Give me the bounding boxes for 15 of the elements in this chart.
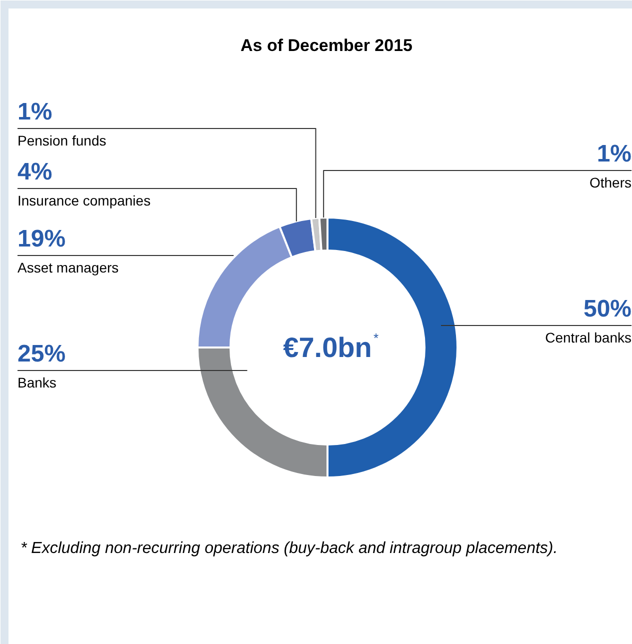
slice-label: Banks [18,374,56,390]
data-label: 1% [596,140,632,168]
data-label: 25% [18,340,66,368]
text: €7.0bn* [283,330,379,363]
data-label: 19% [18,226,66,252]
slice-label: Insurance companies [18,192,151,208]
slice-label: Central banks [545,330,632,346]
data-label: 1% [18,98,52,126]
data-label: 4% [18,158,52,186]
chart-title: As of December 2015 [240,36,412,55]
text: * Excluding non-recurring operations (buy-back and intragroup placements). [20,540,558,557]
slice-label: Pension funds [18,132,106,148]
slice-label: Others [589,174,632,190]
data-label: 50% [583,296,632,322]
slice-label: Asset managers [18,260,119,276]
